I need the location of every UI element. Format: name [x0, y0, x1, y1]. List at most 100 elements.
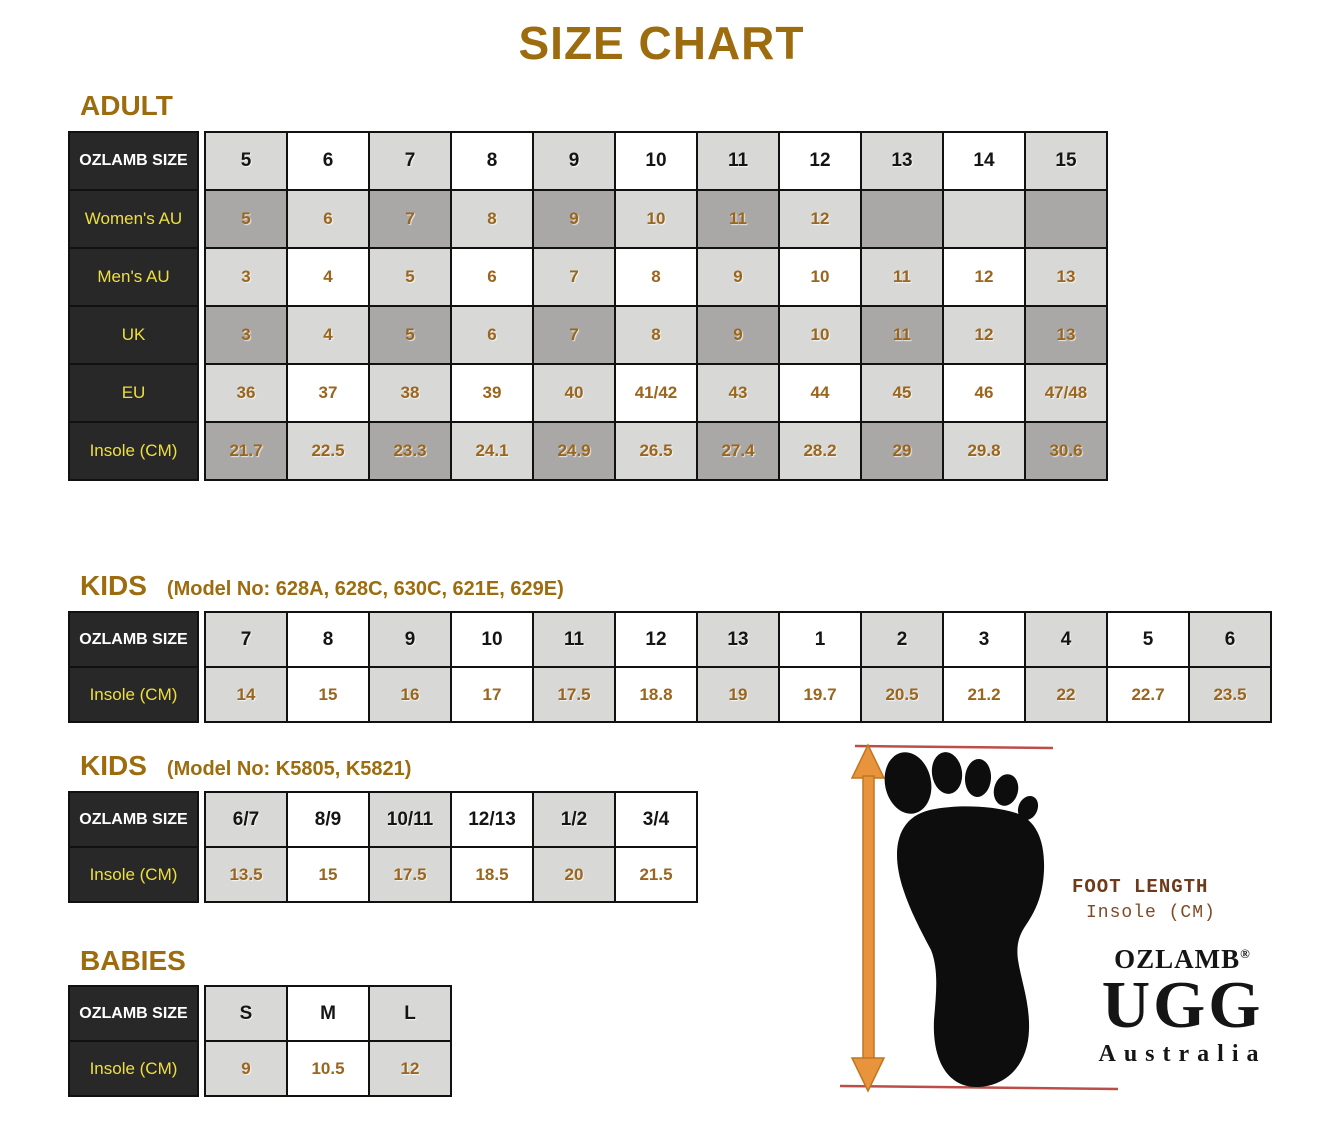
table-row: Insole (CM) 14 15 16 17 17.5 18.8 19 19.7 20.5 21.…	[68, 666, 1272, 723]
size-cell: 15	[286, 846, 370, 903]
size-cell: 9	[696, 305, 780, 365]
table-row: Men's AU 3 4 5 6 7 8 9 10 11 12 13	[68, 247, 1108, 307]
size-cell: 40	[532, 363, 616, 423]
size-cell: 6/7	[204, 791, 288, 848]
footprint-icon	[884, 752, 1045, 1087]
table-row: Insole (CM) 21.7 22.5 23.3 24.1 24.9 26.5 27.4 2…	[68, 421, 1108, 481]
table-row: OZLAMB SIZE 7 8 9 10 11 12 13 1 2 3 4 5 6	[68, 611, 1272, 668]
size-cell: 5	[204, 131, 288, 191]
size-cell: 1/2	[532, 791, 616, 848]
size-row-cells: 5 6 7 8 9 10 11 12	[204, 189, 1108, 249]
size-cell: 21.5	[614, 846, 698, 903]
ruler-line-top-icon	[854, 744, 1054, 750]
size-cell: 8	[614, 247, 698, 307]
size-cell: 46	[942, 363, 1026, 423]
size-cell: 7	[368, 189, 452, 249]
size-cell: 13	[696, 611, 780, 668]
size-cell: 11	[696, 131, 780, 191]
size-cell: 28.2	[778, 421, 862, 481]
size-cell: 20.5	[860, 666, 944, 723]
page-title: SIZE CHART	[518, 17, 805, 69]
table-row: OZLAMB SIZE 6/7 8/9 10/11 12/13 1/2 3/4	[68, 791, 698, 848]
size-cell: 16	[368, 666, 452, 723]
size-cell: 6	[286, 189, 370, 249]
size-cell: 10	[614, 131, 698, 191]
size-cell: 11	[860, 305, 944, 365]
size-cell: 12	[778, 189, 862, 249]
size-cell: 15	[286, 666, 370, 723]
row-header-cell: EU	[68, 363, 199, 423]
size-cell: 4	[1024, 611, 1108, 668]
size-cell: 3	[204, 305, 288, 365]
size-cell: 4	[286, 247, 370, 307]
row-header-cell: Women's AU	[68, 189, 199, 249]
size-cell: 41/42	[614, 363, 698, 423]
insole-unit-label: Insole (CM)	[1086, 903, 1216, 923]
size-cell: 3/4	[614, 791, 698, 848]
size-cell: 5	[1106, 611, 1190, 668]
table-row: Insole (CM) 9 10.5 12	[68, 1040, 452, 1097]
size-cell: 27.4	[696, 421, 780, 481]
size-cell: 8/9	[286, 791, 370, 848]
brand-ozlamb: OZLAMB®	[1114, 944, 1251, 974]
size-row-cells: 9 10.5 12	[204, 1040, 452, 1097]
registered-trademark-icon: ®	[1240, 946, 1251, 961]
brand-logo: OZLAMB® UGG Australia	[1070, 946, 1295, 1068]
size-cell: M	[286, 985, 370, 1042]
size-cell: 18.5	[450, 846, 534, 903]
size-cell: 10	[778, 247, 862, 307]
size-cell: 7	[368, 131, 452, 191]
size-row-cells: 3 4 5 6 7 8 9 10 11 12 13	[204, 247, 1108, 307]
size-cell: 17.5	[368, 846, 452, 903]
row-header-cell: Men's AU	[68, 247, 199, 307]
size-cell: 12	[942, 247, 1026, 307]
size-cell: 6	[450, 247, 534, 307]
size-cell: 21.2	[942, 666, 1026, 723]
size-row-cells: 21.7 22.5 23.3 24.1 24.9 26.5 27.4 28.2 29 29.8 30…	[204, 421, 1108, 481]
size-cell: 2	[860, 611, 944, 668]
size-cell	[860, 189, 944, 249]
size-cell: 38	[368, 363, 452, 423]
size-cell: 9	[204, 1040, 288, 1097]
size-cell: 8	[450, 189, 534, 249]
table-row: OZLAMB SIZE S M L	[68, 985, 452, 1042]
size-cell: 10	[614, 189, 698, 249]
size-cell: 21.7	[204, 421, 288, 481]
size-cell: 23.3	[368, 421, 452, 481]
size-cell: 7	[532, 247, 616, 307]
size-row-cells: 7 8 9 10 11 12 13 1 2 3 4 5 6	[204, 611, 1272, 668]
size-cell: 22.5	[286, 421, 370, 481]
size-cell: 45	[860, 363, 944, 423]
size-cell: 19.7	[778, 666, 862, 723]
foot-measure-diagram	[839, 743, 1119, 1093]
size-cell: 30.6	[1024, 421, 1108, 481]
size-cell: 12	[778, 131, 862, 191]
row-header-cell: OZLAMB SIZE	[68, 791, 199, 848]
size-cell: 36	[204, 363, 288, 423]
size-cell: 22.7	[1106, 666, 1190, 723]
size-cell: 7	[532, 305, 616, 365]
measure-arrow-icon	[850, 743, 886, 1093]
row-header-cell: Insole (CM)	[68, 1040, 199, 1097]
table-row: Insole (CM) 13.5 15 17.5 18.5 20 21.5	[68, 846, 698, 903]
model-numbers: (Model No: 628A, 628C, 630C, 621E, 629E)	[166, 578, 564, 600]
size-cell: 12/13	[450, 791, 534, 848]
row-header-cell: OZLAMB SIZE	[68, 131, 199, 191]
size-cell: 9	[368, 611, 452, 668]
size-cell: 24.1	[450, 421, 534, 481]
size-cell: 29	[860, 421, 944, 481]
size-cell: 13.5	[204, 846, 288, 903]
size-cell: 15	[1024, 131, 1108, 191]
size-cell: 11	[532, 611, 616, 668]
size-cell: 13	[1024, 305, 1108, 365]
size-cell: 1	[778, 611, 862, 668]
size-cell: 26.5	[614, 421, 698, 481]
babies-size-table: OZLAMB SIZE S M L Insole (CM) 9 10.5 12	[68, 985, 452, 1097]
size-cell: 10/11	[368, 791, 452, 848]
size-cell: 11	[696, 189, 780, 249]
size-cell: 12	[368, 1040, 452, 1097]
section-title: BABIES	[80, 945, 186, 976]
brand-australia: Australia	[1098, 1040, 1267, 1067]
